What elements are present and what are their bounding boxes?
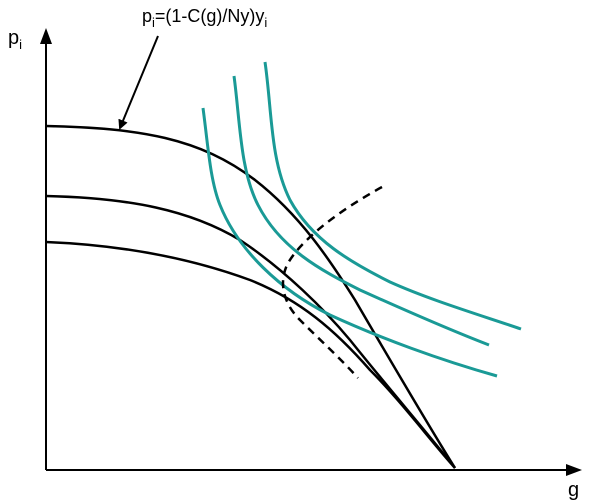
x-axis-arrow-icon — [566, 464, 582, 476]
x-axis-label: g — [568, 479, 579, 501]
expansion-path-dashed — [281, 185, 383, 379]
y-axis-label: pi — [8, 27, 22, 52]
indifference-curve-outer — [263, 61, 522, 331]
y-axis-arrow-icon — [40, 28, 52, 44]
indifference-curve-inner — [201, 107, 498, 378]
indifference-curve-middle — [232, 75, 490, 347]
equation-label: pi=(1-C(g)/Ny)yi — [142, 6, 267, 30]
budget-curve-high — [45, 124, 457, 469]
budget-curve-middle — [45, 194, 456, 469]
equation-pointer-arrow — [118, 35, 159, 130]
budget-curve-low — [45, 240, 456, 469]
